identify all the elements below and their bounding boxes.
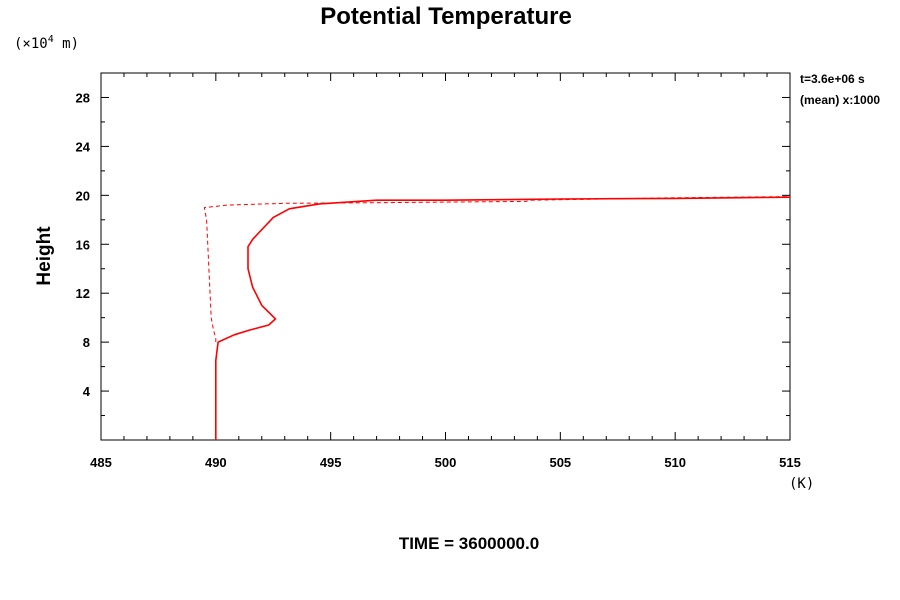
y-tick-label: 12 bbox=[76, 286, 90, 301]
y-tick-label: 8 bbox=[83, 335, 90, 350]
chart-title: Potential Temperature bbox=[320, 3, 572, 30]
time-annotation: t=3.6e+06 s bbox=[800, 72, 865, 86]
plot-frame bbox=[100, 72, 791, 441]
solid-series-line bbox=[215, 196, 791, 440]
x-unit-label: (K) bbox=[789, 476, 814, 492]
y-axis-label: Height bbox=[34, 226, 55, 286]
x-tick-label: 500 bbox=[435, 455, 457, 470]
y-unit-label: (×104 m) bbox=[14, 34, 79, 52]
y-tick-label: 20 bbox=[76, 188, 90, 203]
y-tick-label: 24 bbox=[76, 139, 91, 154]
x-tick-label: 510 bbox=[664, 455, 686, 470]
plot-area: 485 490 495 500 505 510 515 4 8 12 16 20 24 28 bbox=[76, 72, 801, 470]
mean-annotation: (mean) x:1000 bbox=[800, 93, 880, 107]
x-tick-label: 495 bbox=[320, 455, 342, 470]
y-tick-label: 4 bbox=[83, 384, 91, 399]
x-tick-label: 515 bbox=[779, 455, 801, 470]
x-tick-label: 505 bbox=[549, 455, 571, 470]
y-tick-label: 16 bbox=[76, 237, 90, 252]
x-tick-label: 485 bbox=[90, 455, 112, 470]
y-tick-label: 28 bbox=[76, 90, 90, 105]
time-footer: TIME = 3600000.0 bbox=[399, 534, 539, 553]
x-tick-label: 490 bbox=[205, 455, 227, 470]
dashed-series-line bbox=[203, 196, 791, 343]
